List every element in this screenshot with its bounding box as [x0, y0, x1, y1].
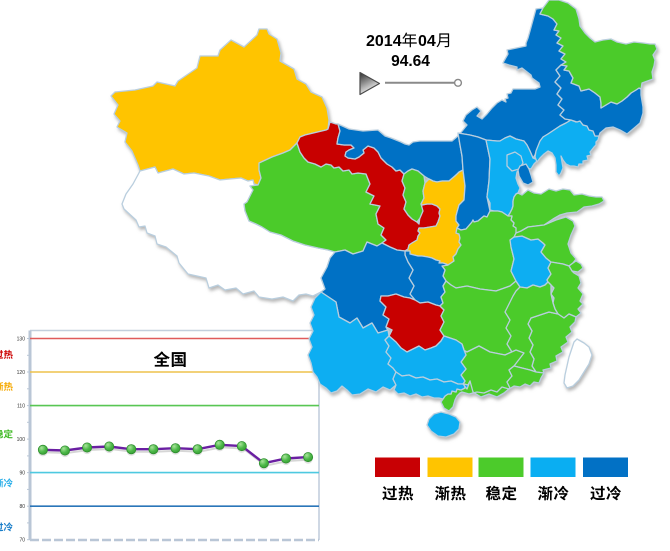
svg-text:70: 70 [19, 538, 25, 544]
svg-text:100: 100 [17, 437, 26, 443]
svg-text:120: 120 [17, 370, 26, 376]
svg-text:80: 80 [19, 504, 25, 510]
svg-text:2014: 2014 [366, 33, 402, 50]
svg-text:130: 130 [17, 337, 26, 343]
svg-text:94.64: 94.64 [391, 53, 430, 70]
svg-text:90: 90 [19, 471, 25, 477]
svg-text:04: 04 [418, 33, 436, 50]
svg-text:110: 110 [17, 404, 25, 410]
